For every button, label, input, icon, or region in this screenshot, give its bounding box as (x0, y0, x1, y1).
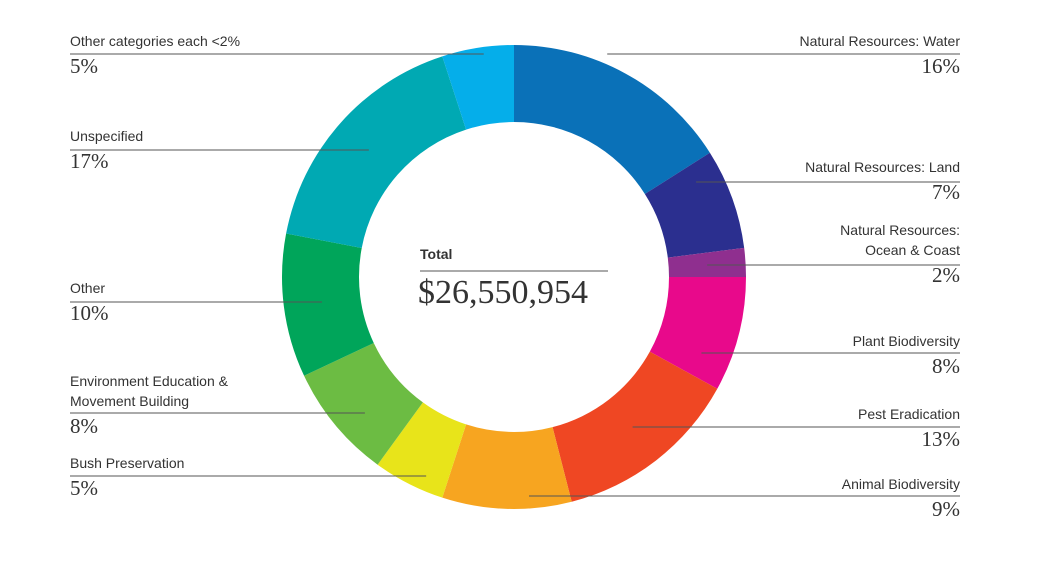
label-unspecified-name: Unspecified (70, 128, 144, 144)
label-bush: Bush Preservation 5% (70, 453, 330, 501)
slice-other (282, 233, 374, 376)
label-bush-name: Bush Preservation (70, 455, 185, 471)
label-pest: Pest Eradication 13% (700, 404, 960, 452)
label-ocean-name-line1: Natural Resources: (840, 222, 960, 238)
label-pest-name: Pest Eradication (858, 406, 960, 422)
label-pest-pct: 13% (921, 427, 961, 451)
slice-other-categories-each-2 (442, 45, 514, 130)
label-water: Natural Resources: Water 16% (700, 31, 960, 79)
label-water-name: Natural Resources: Water (799, 33, 960, 49)
label-other-name: Other (70, 280, 106, 296)
label-small-categories-name: Other categories each <2% (70, 33, 241, 49)
center-total-value: $26,550,954 (418, 274, 588, 311)
label-small-categories: Other categories each <2% 5% (70, 31, 330, 79)
label-animal-name: Animal Biodiversity (841, 476, 960, 492)
label-water-pct: 16% (921, 54, 961, 78)
slice-natural-resources-water (514, 45, 710, 194)
label-education-name-line1: Environment Education & (70, 373, 228, 389)
slice-environment-education-movement-building (304, 342, 423, 465)
label-bush-pct: 5% (70, 476, 98, 500)
slice-natural-resources-land (644, 152, 745, 258)
label-animal-pct: 9% (932, 497, 960, 521)
label-ocean: Natural Resources: Ocean & Coast 2% (700, 220, 960, 288)
label-ocean-pct: 2% (932, 263, 960, 287)
slice-bush-preservation (377, 402, 467, 498)
slice-natural-resources-ocean-coast (667, 247, 746, 277)
slice-plant-biodiversity (649, 277, 746, 389)
label-animal: Animal Biodiversity 9% (700, 474, 960, 522)
label-unspecified: Unspecified 17% (70, 126, 330, 174)
label-ocean-name-line2: Ocean & Coast (865, 242, 960, 258)
label-other-pct: 10% (70, 301, 109, 325)
label-plant: Plant Biodiversity 8% (700, 331, 960, 379)
label-plant-name: Plant Biodiversity (852, 333, 960, 349)
label-education: Environment Education & Movement Buildin… (70, 371, 330, 439)
label-unspecified-pct: 17% (70, 149, 109, 173)
slice-animal-biodiversity (442, 424, 572, 509)
label-land-pct: 7% (932, 180, 960, 204)
slice-unspecified (286, 56, 467, 248)
center-label: Total (420, 246, 453, 262)
label-land: Natural Resources: Land 7% (700, 157, 960, 205)
label-education-pct: 8% (70, 414, 98, 438)
label-land-name: Natural Resources: Land (805, 159, 960, 175)
label-education-name-line2: Movement Building (70, 393, 190, 409)
label-other: Other 10% (70, 278, 330, 326)
label-plant-pct: 8% (932, 354, 960, 378)
label-small-categories-pct: 5% (70, 54, 98, 78)
